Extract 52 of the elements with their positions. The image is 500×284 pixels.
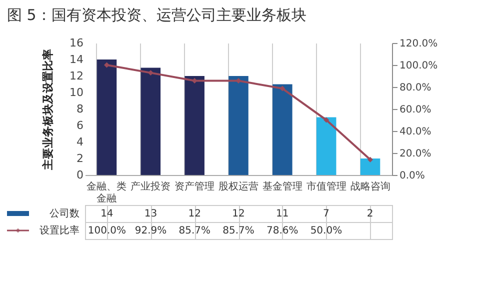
x-tick-label: 基金管理 <box>262 180 302 192</box>
bar <box>316 117 336 175</box>
point <box>280 86 286 92</box>
data-label: 85.7% <box>178 226 211 236</box>
x-tick-label: 金融、类金融 <box>86 180 127 204</box>
y2-tick-label: 60.0% <box>400 104 432 116</box>
data-label: 12 <box>188 208 202 220</box>
y-tick-label: 8 <box>76 102 84 116</box>
chart-title: 图 5：国有资本投资、运营公司主要业务板块 <box>7 6 306 24</box>
bar <box>272 84 292 175</box>
x-tick-label: 战略咨询 <box>350 180 390 192</box>
point <box>148 70 154 76</box>
data-label: 100.0% <box>88 226 126 236</box>
y-tick-label: 12 <box>70 70 84 82</box>
bar <box>96 60 117 175</box>
data-label: 85.7% <box>222 226 254 236</box>
legend-label: 公司数 <box>50 208 80 220</box>
y-tick-label: 10 <box>70 86 84 99</box>
point <box>324 117 330 123</box>
y2-tick-label: 20.0% <box>400 148 432 160</box>
data-label: 2 <box>366 208 374 220</box>
bar <box>140 68 161 175</box>
y-tick-label: 6 <box>76 119 84 132</box>
data-label: 50.0% <box>310 226 342 236</box>
data-label: 13 <box>144 208 158 220</box>
point <box>104 62 110 68</box>
data-label: 7 <box>323 208 330 220</box>
y2-tick-label: 0.0% <box>400 170 425 182</box>
x-tick-label: 市值管理 <box>306 180 346 192</box>
y-tick-label: 2 <box>76 152 84 165</box>
data-label: 12 <box>232 208 245 220</box>
bar <box>360 158 380 175</box>
legend-label: 设置比率 <box>40 224 80 236</box>
y2-tick-label: 40.0% <box>400 126 432 138</box>
y-tick-label: 4 <box>76 136 84 148</box>
data-label: 78.6% <box>266 226 298 236</box>
x-tick-label: 资产管理 <box>174 180 215 192</box>
y2-tick-label: 120.0% <box>400 38 438 50</box>
point <box>368 156 373 162</box>
bar <box>228 76 248 175</box>
y-axis-title: 主要业务板块及设置比率 <box>42 49 55 171</box>
y-tick-label: 14 <box>70 53 84 66</box>
y-tick-label: 0 <box>76 168 84 182</box>
x-tick-label: 产业投资 <box>130 180 171 192</box>
bar <box>184 76 204 175</box>
y2-tick-label: 80.0% <box>400 82 432 94</box>
data-label: 92.9% <box>134 226 167 236</box>
y-tick-label: 16 <box>70 36 84 50</box>
y2-tick-label: 100.0% <box>400 60 438 72</box>
data-label: 11 <box>276 208 289 220</box>
x-tick-label: 股权运营 <box>218 180 258 192</box>
data-label: 14 <box>100 208 114 220</box>
